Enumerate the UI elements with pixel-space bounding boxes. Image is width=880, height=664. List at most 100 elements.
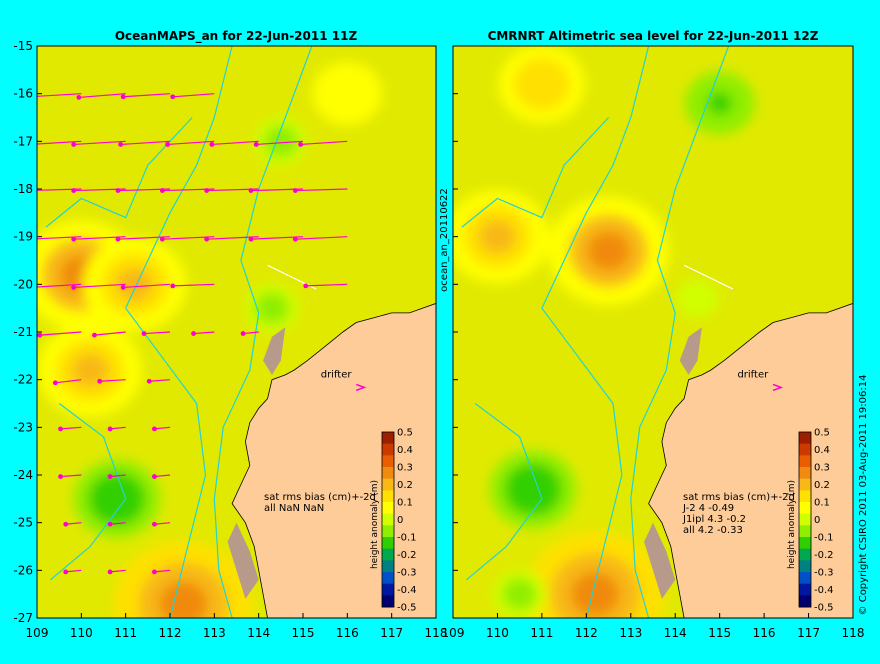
left-satellite-track <box>267 264 317 290</box>
right-x-tick-label: 111 <box>530 626 553 640</box>
left-current-vector <box>240 331 259 336</box>
right-anomaly-core <box>479 220 516 254</box>
right-map-panel: drifter 109 110 111 112 113 114 115 116 117 118 sat… <box>442 45 865 640</box>
left-colorbar-swatch <box>382 525 394 538</box>
right-isobath-line <box>465 403 543 581</box>
left-y-tick-label: -20 <box>13 277 33 291</box>
left-x-tick-label: 115 <box>292 626 315 640</box>
right-x-tick-label: 115 <box>708 626 731 640</box>
left-chart-title: OceanMAPS_an for 22-Jun-2011 11Z <box>115 29 358 44</box>
left-x-tick-label: 112 <box>159 626 182 640</box>
left-current-vector <box>170 283 215 289</box>
left-current-vector <box>71 140 126 147</box>
right-colorbar-swatch <box>799 525 811 538</box>
left-y-tick-label: -19 <box>13 230 33 244</box>
left-y-tick-label: -18 <box>13 182 33 196</box>
left-anomaly-core <box>335 82 360 105</box>
right-colorbar-swatch <box>799 467 811 480</box>
right-map-body: drifter <box>453 46 853 618</box>
left-current-vector <box>107 474 126 479</box>
left-current-vector <box>292 188 348 193</box>
left-x-tick-label: 114 <box>247 626 270 640</box>
left-shark-bay <box>227 522 259 599</box>
left-current-vector <box>209 140 259 147</box>
right-drifter-marker <box>772 383 784 392</box>
right-anomaly-core <box>587 231 630 271</box>
left-y-tick-label: -21 <box>13 325 33 339</box>
right-bias-text-line: all 4.2 -0.33 <box>683 525 743 536</box>
left-x-tick-label: 111 <box>114 626 137 640</box>
left-colorbar-tick-label: 0.5 <box>397 428 413 439</box>
left-current-vector <box>63 569 82 575</box>
left-colorbar-swatch <box>382 455 394 468</box>
left-current-vector <box>118 140 171 147</box>
left-side-label: ocean_an_20110622 <box>439 188 450 292</box>
right-anomaly-core <box>517 475 549 504</box>
left-x-tick-label: 109 <box>26 626 49 640</box>
left-colorbar-tick-label: -0.3 <box>397 568 417 579</box>
right-x-tick-label: 118 <box>842 626 865 640</box>
left-colorbar-tick-label: -0.4 <box>397 585 417 596</box>
right-colorbar-tick-label: 0 <box>814 515 820 526</box>
left-colorbar-tick-label: 0.3 <box>397 463 413 474</box>
right-x-tick-label: 116 <box>753 626 776 640</box>
left-x-tick-label: 113 <box>203 626 226 640</box>
left-colorbar-swatch <box>382 502 394 515</box>
left-current-vector <box>253 140 304 147</box>
left-current-vector <box>146 378 171 384</box>
copyright-label: © Copyright CSIRO 2011 03-Aug-2011 19:06… <box>858 375 869 616</box>
right-isobath-line <box>630 46 730 618</box>
right-colorbar-swatch <box>799 455 811 468</box>
left-current-vector <box>76 93 126 100</box>
left-isobath-line <box>213 46 313 618</box>
left-anomaly-core <box>72 353 109 387</box>
left-colorbar-tick-label: 0.1 <box>397 498 413 509</box>
left-colorbar-swatch <box>382 548 394 561</box>
right-isobath-line <box>461 117 610 228</box>
right-colorbar-swatch <box>799 432 811 445</box>
left-current-vector <box>292 236 348 242</box>
left-x-tick-label: 117 <box>380 626 403 640</box>
left-current-vector <box>71 283 126 290</box>
left-colorbar-tick-label: 0 <box>397 515 403 526</box>
left-current-vector <box>152 521 171 527</box>
right-bias-text-line: sat rms bias (cm)+-2d <box>683 492 795 503</box>
left-isobath-line <box>125 46 233 618</box>
left-x-tick-label: 116 <box>336 626 359 640</box>
left-drifter-marker <box>355 383 367 392</box>
left-current-vector <box>58 474 82 479</box>
left-colorbar-swatch <box>382 572 394 585</box>
right-colorbar-frame <box>798 431 812 608</box>
left-current-vector <box>107 426 126 432</box>
left-current-vector <box>152 474 171 479</box>
left-colorbar-swatch <box>382 467 394 480</box>
right-colorbar-tick-label: -0.2 <box>814 550 834 561</box>
left-current-vector <box>141 331 171 336</box>
left-current-vector <box>107 569 126 575</box>
right-colorbar-swatch <box>799 572 811 585</box>
right-colorbar-tick-label: 0.4 <box>814 445 830 456</box>
left-y-tick-label: -23 <box>13 420 33 434</box>
right-colorbar-tick-label: -0.3 <box>814 568 834 579</box>
left-x-tick-label: 110 <box>70 626 93 640</box>
right-colorbar-tick-label: -0.1 <box>814 533 834 544</box>
right-anomaly-core <box>571 572 620 617</box>
right-anomaly-core <box>707 92 732 115</box>
left-colorbar-tick-label: 0.4 <box>397 445 413 456</box>
right-colorbar-tick-label: 0.2 <box>814 480 830 491</box>
left-current-vector <box>170 93 215 100</box>
left-colorbar-tick-label: -0.2 <box>397 550 417 561</box>
left-bias-text-line: sat rms bias (cm)+-2d <box>264 492 376 503</box>
left-colorbar-tick-label: -0.1 <box>397 533 417 544</box>
left-current-vector <box>165 140 215 147</box>
left-colorbar-frame <box>381 431 395 608</box>
left-colorbar-swatch <box>382 513 394 526</box>
right-colorbar-tick-label: -0.4 <box>814 585 834 596</box>
left-colorbar-swatch <box>382 443 394 456</box>
right-colorbar-tick-label: -0.5 <box>814 603 834 614</box>
right-colorbar-swatch <box>799 443 811 456</box>
left-current-vector <box>63 521 82 527</box>
right-shark-bay <box>644 522 676 599</box>
